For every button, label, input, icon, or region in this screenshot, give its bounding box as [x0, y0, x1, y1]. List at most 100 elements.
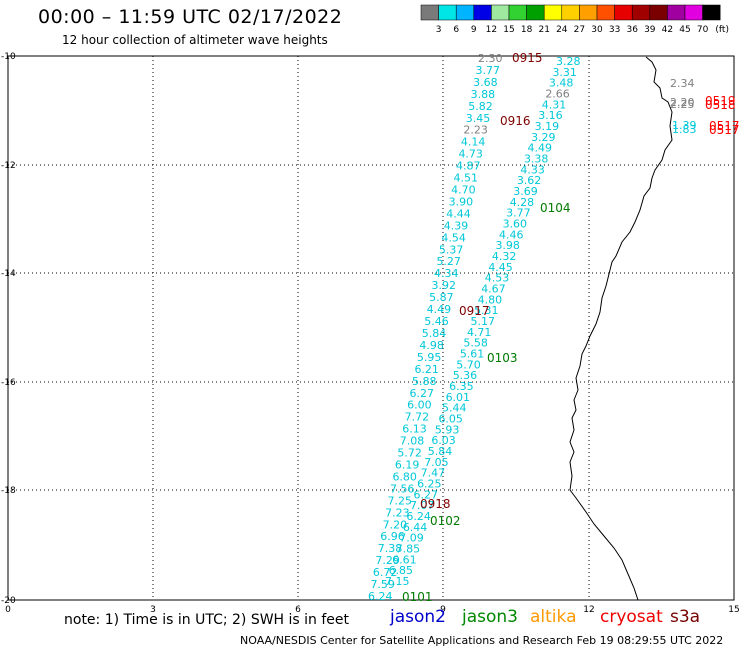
coastal-label: 2.25 — [670, 98, 695, 111]
wave-height-label: 3.28 — [556, 55, 581, 68]
x-tick-label: 9 — [440, 605, 446, 615]
wave-height-label: 5.44 — [442, 402, 467, 415]
wave-height-label: 7.25 — [388, 494, 413, 507]
wave-height-label: 6.21 — [414, 363, 439, 376]
wave-height-label: 5.61 — [460, 348, 485, 361]
legend-swatch — [526, 4, 545, 21]
legend-swatch — [455, 4, 475, 21]
wave-height-label: 5.46 — [424, 315, 449, 328]
satellite-jason2: jason2 — [390, 607, 446, 627]
wave-height-label: 3.29 — [531, 131, 556, 144]
wave-height-label: 7.08 — [400, 435, 425, 448]
wave-height-label: 4.54 — [441, 231, 466, 244]
wave-height-label: 7.59 — [370, 578, 395, 591]
wave-height-label: 3.60 — [503, 218, 528, 231]
satellite-altika: altika — [530, 607, 577, 627]
coastal-label: 2.34 — [670, 77, 695, 90]
legend-swatch — [508, 4, 527, 21]
legend-swatch — [614, 4, 633, 21]
map-frame — [7, 55, 735, 601]
wave-height-label: 4.31 — [542, 98, 567, 111]
legend-swatch — [579, 4, 598, 21]
x-tick-label: 3 — [150, 605, 156, 615]
wave-height-label: 4.73 — [458, 148, 483, 161]
coastal-label: 0517 — [709, 123, 740, 137]
wave-height-label: 6.27 — [410, 387, 435, 400]
legend-label: 36 — [626, 25, 638, 35]
wave-height-label: 4.34 — [434, 267, 459, 280]
legend-label: 3 — [436, 25, 442, 35]
pass-time-label: 0103 — [487, 351, 518, 365]
wave-height-label: 6.44 — [403, 521, 428, 534]
coastal-label: 2.20 — [670, 96, 695, 109]
legend-swatch — [702, 4, 721, 21]
wave-height-label: 5.84 — [428, 445, 453, 458]
legend-swatch — [631, 4, 651, 21]
wave-height-label: 5.58 — [463, 337, 488, 350]
x-tick-label: 12 — [583, 605, 594, 615]
wave-height-label: 4.49 — [528, 142, 553, 155]
legend-label: 18 — [521, 25, 533, 35]
wave-height-label: 4.49 — [427, 303, 452, 316]
credit-line: NOAA/NESDIS Center for Satellite Applica… — [240, 634, 724, 647]
pass-time-label: 0915 — [512, 51, 543, 65]
wave-height-label: 4.44 — [446, 207, 471, 220]
page-subtitle: 12 hour collection of altimeter wave hei… — [62, 33, 328, 47]
wave-height-label: 5.82 — [468, 100, 493, 113]
wave-height-label: 6.85 — [389, 564, 414, 577]
wave-height-label: 6.80 — [392, 470, 417, 483]
wave-height-label: 4.32 — [492, 250, 517, 263]
legend-label: 30 — [591, 25, 603, 35]
wave-height-label: 4.80 — [478, 293, 503, 306]
legend-swatch — [420, 4, 439, 21]
pass-time-label: 0916 — [500, 114, 531, 128]
wave-height-label: 5.72 — [397, 447, 422, 460]
wave-height-label: 7.09 — [399, 532, 424, 545]
wave-height-label: 7.20 — [383, 518, 408, 531]
color-legend: 3 6 9 12 15 18 21 24 27 30 33 36 39 42 45 70 (ft) — [420, 4, 729, 35]
wave-height-label: 6.19 — [395, 458, 420, 471]
wave-height-label: 4.28 — [510, 196, 535, 209]
wave-height-label: 5.84 — [422, 327, 447, 340]
wave-height-label: 5.27 — [436, 255, 461, 268]
legend-swatch — [543, 4, 563, 21]
satellite-cryosat: cryosat — [600, 607, 663, 627]
legend-label: 15 — [503, 25, 514, 35]
legend-label: 21 — [538, 25, 549, 35]
y-tick-label: -20 — [1, 596, 16, 606]
coastal-label: 1.83 — [672, 123, 697, 136]
coastal-label: 0519 — [705, 94, 736, 108]
coastal-label: 0517 — [709, 119, 740, 133]
legend-label: 9 — [471, 25, 477, 35]
altimeter-tracks: 2.303.773.683.885.823.452.234.144.734.87… — [368, 51, 740, 604]
wave-height-label: 7.47 — [421, 467, 446, 480]
pass-time-label: 0918 — [420, 497, 451, 511]
legend-label: 39 — [644, 25, 656, 35]
wave-height-label: 4.70 — [451, 184, 476, 197]
x-tick-label: 15 — [728, 605, 739, 615]
wave-height-label: 6.61 — [392, 553, 417, 566]
wave-height-label: 4.33 — [520, 163, 545, 176]
wave-height-label: 7.56 — [390, 482, 415, 495]
wave-height-label: 6.72 — [373, 566, 398, 579]
satellite-jason3: jason3 — [462, 607, 518, 627]
legend-swatch — [667, 4, 686, 21]
legend-swatch — [438, 4, 457, 21]
legend-label: 42 — [662, 25, 673, 35]
pass-time-label: 0917 — [459, 304, 490, 318]
wave-height-label: 3.31 — [552, 66, 577, 79]
wave-height-label: 3.88 — [471, 88, 496, 101]
wave-height-label: 5.93 — [435, 423, 460, 436]
coastline — [569, 56, 673, 601]
wave-height-label: 7.07 — [410, 499, 435, 512]
wave-height-label: 3.69 — [513, 185, 538, 198]
wave-height-label: 5.88 — [412, 375, 437, 388]
wave-height-label: 6.01 — [446, 391, 471, 404]
wave-height-label: 4.45 — [488, 261, 513, 274]
wave-height-label: 7.85 — [396, 543, 421, 556]
wave-height-label: 3.19 — [535, 120, 560, 133]
wave-height-label: 4.39 — [444, 219, 469, 232]
wave-height-label: 6.25 — [417, 478, 442, 491]
legend-swatch — [561, 4, 580, 21]
